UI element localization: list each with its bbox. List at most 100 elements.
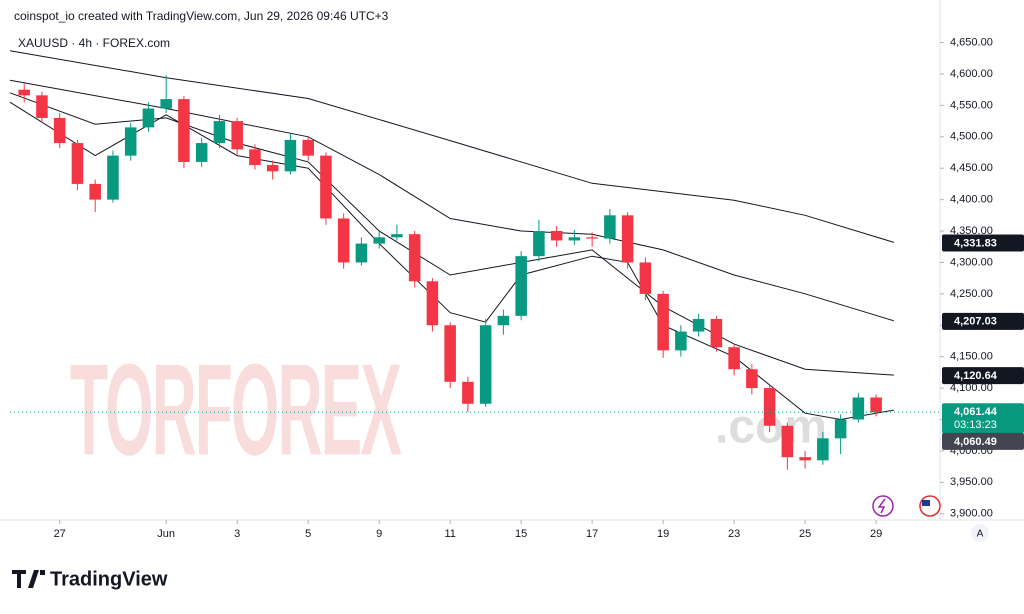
candle-body [195, 143, 208, 162]
brand-logo: TradingView [12, 568, 168, 590]
candle-body [178, 99, 190, 162]
x-tick-label: 27 [54, 528, 66, 540]
watermark-text: TORFOREX [70, 336, 402, 482]
candle-body [497, 315, 510, 326]
scale-button-label: A [977, 529, 984, 540]
credit: coinspot_io created with TradingView.com… [14, 9, 389, 23]
price-tag [942, 312, 1024, 330]
y-tick-label: 4,350.00 [950, 225, 993, 237]
candle-body [71, 143, 84, 184]
flag-canton [922, 500, 930, 506]
x-tick-label: 5 [305, 528, 311, 540]
alert-icon[interactable] [872, 495, 894, 517]
candle-body [337, 218, 350, 263]
candle-body [746, 369, 758, 389]
price-tag-label: 4,207.03 [954, 316, 997, 328]
candle-body [213, 121, 226, 144]
moving-average [9, 50, 895, 243]
candle-body [586, 237, 598, 239]
price-tag-label: 4,331.83 [954, 237, 997, 249]
candle-body [36, 95, 48, 118]
candle-body [426, 281, 439, 326]
x-tick-label: 23 [728, 528, 740, 540]
x-tick-label: 29 [870, 528, 882, 540]
y-tick-label: 3,900.00 [950, 508, 993, 520]
candle-body [89, 183, 101, 200]
candle-body [266, 165, 279, 172]
price-tag [942, 367, 1024, 385]
candle-body [533, 231, 545, 257]
price-tag [942, 234, 1024, 252]
candle-body [728, 347, 740, 370]
candle-body [604, 215, 616, 239]
candle-body [817, 438, 829, 461]
price-tag-label: 4,060.49 [954, 436, 997, 448]
candle-body [444, 325, 456, 382]
x-tick-label: 3 [234, 528, 240, 540]
price-tag-label: 4,120.64 [954, 370, 998, 382]
candle-body [355, 243, 368, 263]
candle-body [639, 262, 652, 294]
alert-bolt [877, 498, 886, 514]
candle-body [249, 149, 261, 166]
candle-body [550, 231, 563, 241]
candle-body [53, 117, 66, 144]
candle-body [107, 155, 119, 200]
brand-name: TradingView [50, 568, 168, 590]
moving-average [9, 79, 895, 322]
moving-average [9, 92, 894, 376]
candle-body [284, 139, 297, 172]
x-tick-label: 25 [799, 528, 811, 540]
y-tick-label: 4,550.00 [950, 99, 993, 111]
candle-body [231, 121, 243, 150]
candle-body [657, 293, 669, 351]
y-tick-label: 4,250.00 [950, 288, 993, 300]
price-tag-label: 4,061.44 [954, 406, 998, 418]
y-tick-label: 4,300.00 [950, 256, 993, 268]
candle-body [870, 397, 882, 413]
candle-body [621, 215, 634, 263]
candle-body [160, 99, 172, 109]
brand-mark [12, 570, 45, 588]
x-tick-label: 11 [444, 528, 455, 540]
candle-body [408, 234, 421, 282]
y-tick-label: 3,950.00 [950, 476, 993, 488]
candle-body [834, 419, 847, 439]
candle-body [763, 388, 776, 426]
candle-body [142, 108, 155, 128]
x-tick-label: 15 [515, 528, 527, 540]
plot: 3,900.003,950.004,000.004,050.004,100.00… [9, 36, 1024, 540]
x-tick-label: 9 [376, 528, 382, 540]
candle-body [799, 457, 811, 461]
y-tick-label: 4,400.00 [950, 194, 993, 206]
x-tick-label: Jun [157, 528, 175, 540]
y-tick-label: 4,600.00 [950, 68, 993, 80]
candle-body [320, 155, 332, 219]
candle-body [710, 318, 723, 348]
candle-body [391, 234, 403, 238]
countdown: 03:13:23 [954, 419, 997, 431]
candle-body [781, 425, 794, 458]
scale-button[interactable] [971, 524, 989, 542]
y-tick-label: 4,500.00 [950, 131, 993, 143]
watermark: TORFOREX .com [70, 336, 827, 482]
y-tick-label: 4,450.00 [950, 162, 993, 174]
candle-body [568, 237, 581, 241]
candle-body [302, 139, 314, 156]
candle-body [852, 397, 865, 420]
candle-body [373, 237, 385, 244]
x-tick-label: 17 [586, 528, 598, 540]
symbol-legend: XAUUSD · 4h · FOREX.com [18, 36, 170, 50]
candle-body [18, 89, 30, 96]
candle-body [124, 127, 137, 156]
y-tick-label: 4,150.00 [950, 351, 993, 363]
candle-body [479, 325, 492, 404]
y-tick-label: 4,100.00 [950, 382, 993, 394]
candle-body [692, 318, 705, 332]
price-tag [942, 432, 1024, 450]
candle-body [462, 381, 474, 404]
price-tag [942, 403, 1024, 434]
